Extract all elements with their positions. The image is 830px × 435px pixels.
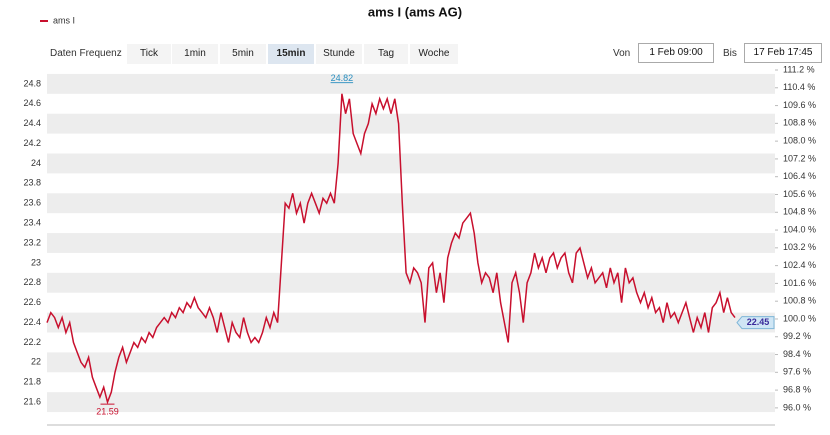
y2-tick-label: 108.0 % — [783, 136, 816, 146]
y2-tick-label: 99.2 % — [783, 331, 811, 341]
y2-tick-label: 105.6 % — [783, 189, 816, 199]
y-tick-label: 23.6 — [23, 198, 41, 208]
grid-band — [47, 272, 775, 293]
frequency-button[interactable]: Tick — [127, 44, 171, 64]
y-tick-label: 23.2 — [23, 237, 41, 247]
y2-tick-label: 100.0 % — [783, 313, 816, 323]
min-label: 21.59 — [96, 407, 119, 417]
y2-tick-label: 103.2 % — [783, 242, 816, 252]
grid-band — [47, 153, 775, 174]
y2-tick-label: 104.0 % — [783, 224, 816, 234]
from-label: Von — [613, 48, 631, 59]
y2-tick-label: 111.2 % — [783, 64, 815, 74]
grid-band — [47, 193, 775, 214]
frequency-button[interactable]: Stunde — [316, 44, 362, 64]
frequency-label: Daten Frequenz — [50, 48, 122, 59]
y2-tick-label: 109.6 % — [783, 100, 816, 110]
chart-title: ams I (ams AG) — [368, 4, 462, 19]
max-label: 24.82 — [331, 73, 354, 83]
y2-tick-label: 98.4 % — [783, 349, 811, 359]
y-tick-label: 21.6 — [23, 397, 41, 407]
y2-tick-label: 101.6 % — [783, 278, 816, 288]
y-tick-label: 23.4 — [23, 217, 41, 227]
y-tick-label: 21.8 — [23, 377, 41, 387]
grid-band — [47, 73, 775, 94]
y2-tick-label: 104.8 % — [783, 207, 816, 217]
to-label: Bis — [723, 48, 737, 59]
y-tick-label: 24.2 — [23, 138, 41, 148]
grid-band — [47, 113, 775, 134]
y2-tick-label: 110.4 % — [783, 82, 815, 92]
y-tick-label: 22.6 — [23, 297, 41, 307]
frequency-button[interactable]: 15min — [268, 44, 314, 64]
y2-tick-label: 108.8 % — [783, 118, 816, 128]
y-tick-label: 22.4 — [23, 317, 41, 327]
legend-label: ams I — [53, 15, 75, 25]
y-tick-label: 24.8 — [23, 78, 41, 88]
y-tick-label: 24.4 — [23, 118, 41, 128]
y2-tick-label: 96.0 % — [783, 402, 811, 412]
y2-tick-label: 102.4 % — [783, 260, 816, 270]
to-input[interactable]: 17 Feb 17:45 — [744, 43, 822, 63]
frequency-button[interactable]: 5min — [220, 44, 266, 64]
from-input[interactable]: 1 Feb 09:00 — [638, 43, 714, 63]
last-callout — [736, 316, 775, 330]
y-tick-label: 24.6 — [23, 98, 41, 108]
y2-tick-label: 106.4 % — [783, 171, 816, 181]
last-label: 22.45 — [747, 317, 770, 327]
y2-tick-label: 107.2 % — [783, 153, 816, 163]
y-tick-label: 23.8 — [23, 178, 41, 188]
frequency-button[interactable]: Woche — [410, 44, 458, 64]
y-tick-label: 22 — [31, 357, 41, 367]
frequency-button[interactable]: Tag — [364, 44, 408, 64]
y2-tick-label: 97.6 % — [783, 367, 811, 377]
grid-band — [47, 233, 775, 253]
y-tick-label: 22.2 — [23, 337, 41, 347]
y-tick-label: 22.8 — [23, 277, 41, 287]
grid-band — [47, 312, 775, 333]
y2-tick-label: 100.8 % — [783, 296, 816, 306]
grid-band — [47, 392, 775, 413]
price-line — [46, 93, 736, 405]
y-tick-label: 23 — [31, 257, 41, 267]
y-tick-label: 24 — [31, 158, 41, 168]
y2-tick-label: 96.8 % — [783, 384, 811, 394]
plot-area — [47, 66, 775, 425]
grid-band — [47, 352, 775, 373]
frequency-button[interactable]: 1min — [172, 44, 218, 64]
